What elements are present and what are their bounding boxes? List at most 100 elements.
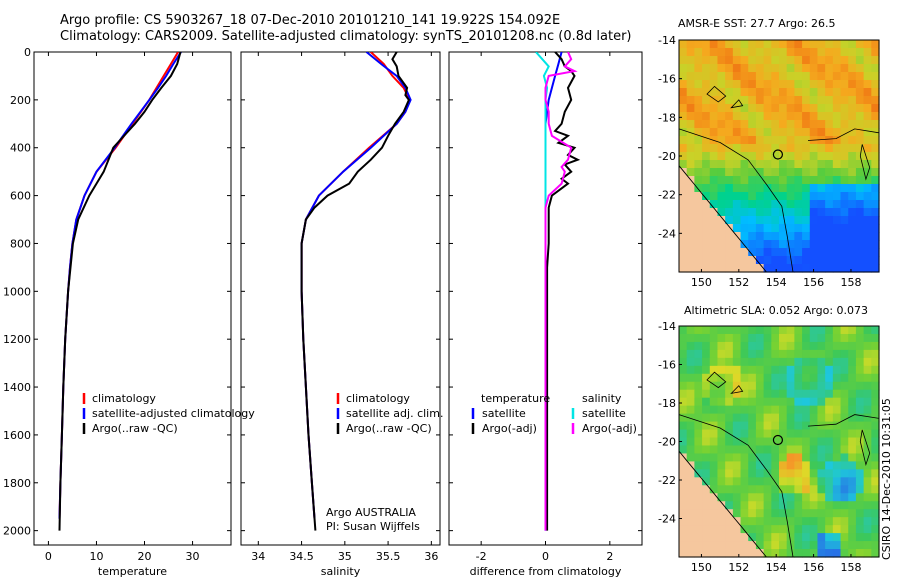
sst-heatmap-cell bbox=[802, 192, 811, 201]
sla-heatmap-cell bbox=[740, 397, 749, 407]
sst-heatmap-cell bbox=[732, 208, 742, 217]
sst-heatmap-cell bbox=[840, 128, 849, 137]
sst-heatmap-cell bbox=[832, 240, 842, 249]
sst-heatmap-cell bbox=[779, 200, 788, 209]
sst-heatmap-cell bbox=[863, 96, 872, 105]
sla-heatmap-cell bbox=[840, 445, 849, 455]
sst-heatmap-cell bbox=[725, 96, 734, 105]
sla-heatmap-cell bbox=[794, 533, 803, 542]
sst-heatmap-cell bbox=[786, 64, 795, 73]
sla-heatmap-cell bbox=[709, 461, 719, 470]
sst-heatmap-cell bbox=[817, 80, 826, 89]
sla-heatmap-cell bbox=[679, 469, 688, 478]
sla-heatmap-cell bbox=[763, 429, 772, 439]
sst-heatmap-cell bbox=[825, 72, 834, 81]
diff-xtick-label: -2 bbox=[476, 550, 487, 563]
sst-heatmap-cell bbox=[755, 128, 765, 137]
sst-heatmap-cell bbox=[809, 216, 819, 225]
sst-isobath bbox=[678, 128, 794, 273]
sla-heatmap-cell bbox=[686, 501, 695, 510]
sla-heatmap-cell bbox=[802, 357, 811, 367]
sst-heatmap-cell bbox=[779, 256, 788, 265]
sst-heatmap-cell bbox=[802, 48, 811, 57]
sst-heatmap-cell bbox=[825, 248, 834, 257]
sla-heatmap-cell bbox=[679, 413, 688, 423]
sst-heatmap-cell bbox=[871, 104, 880, 113]
sla-heatmap-cell bbox=[686, 405, 695, 415]
depth-tick-label: 800 bbox=[10, 237, 31, 250]
sst-heatmap-cell bbox=[725, 240, 734, 249]
sst-heatmap-cell bbox=[832, 112, 842, 121]
sla-heatmap-cell bbox=[725, 333, 734, 343]
sal-legend-label: climatology bbox=[346, 392, 410, 405]
sst-heatmap-cell bbox=[702, 104, 711, 113]
sla-heatmap-cell bbox=[848, 397, 857, 407]
sst-heatmap-cell bbox=[779, 56, 788, 65]
sst-heatmap-cell bbox=[771, 176, 780, 185]
sla-heatmap-cell bbox=[802, 549, 811, 558]
sst-heatmap-cell bbox=[702, 64, 711, 73]
sst-heatmap-cell bbox=[786, 160, 795, 169]
sla-heatmap-cell bbox=[717, 357, 726, 367]
sla-heatmap-cell bbox=[794, 485, 803, 494]
sla-heatmap-cell bbox=[802, 533, 811, 542]
sla-heatmap-cell bbox=[679, 501, 688, 510]
sst-heatmap-cell bbox=[871, 256, 880, 265]
sla-heatmap-cell bbox=[717, 485, 726, 494]
sla-heatmap-cell bbox=[802, 477, 811, 486]
sla-heatmap-cell bbox=[732, 525, 742, 534]
sla-heatmap-cell bbox=[817, 445, 826, 455]
sla-heatmap-cell bbox=[702, 357, 711, 367]
sla-heatmap-cell bbox=[717, 533, 726, 542]
sst-heatmap-cell bbox=[763, 232, 772, 241]
sst-heatmap-cell bbox=[694, 120, 703, 129]
sst-heatmap-cell bbox=[717, 128, 726, 137]
sst-island-outline bbox=[859, 144, 871, 181]
sst-heatmap-cell bbox=[863, 120, 872, 129]
sla-heatmap-cell bbox=[779, 333, 788, 343]
sla-heatmap-cell bbox=[748, 429, 757, 439]
sla-heatmap-cell bbox=[786, 373, 795, 383]
sst-heatmap-cell bbox=[817, 264, 826, 273]
sla-heatmap-cell bbox=[809, 533, 819, 542]
sst-heatmap-cell bbox=[694, 112, 703, 121]
sla-heatmap-cell bbox=[763, 397, 772, 407]
sla-heatmap-cell bbox=[832, 421, 842, 431]
sla-heatmap-cell bbox=[732, 341, 742, 351]
sst-heatmap-cell bbox=[809, 64, 819, 73]
sla-heatmap-cell bbox=[771, 341, 780, 351]
sst-heatmap-cell bbox=[825, 48, 834, 57]
sst-heatmap-cell bbox=[679, 112, 688, 121]
sst-heatmap-cell bbox=[779, 184, 788, 193]
sla-heatmap-cell bbox=[686, 549, 695, 558]
sla-heatmap-cell bbox=[717, 405, 726, 415]
sla-heatmap-cell bbox=[855, 453, 865, 463]
sla-heatmap-cell bbox=[802, 541, 811, 550]
sst-heatmap-cell bbox=[832, 264, 842, 273]
sla-heatmap-cell bbox=[809, 397, 819, 407]
sla-heatmap-cell bbox=[702, 501, 711, 510]
sla-heatmap-cell bbox=[763, 437, 772, 447]
sla-heatmap-cell bbox=[786, 397, 795, 407]
sla-heatmap-cell bbox=[748, 405, 757, 415]
sla-heatmap-cell bbox=[763, 549, 772, 558]
sla-heatmap-cell bbox=[732, 477, 742, 486]
depth-tick-label: 1600 bbox=[3, 429, 31, 442]
sla-heatmap-cell bbox=[832, 349, 842, 359]
sla-heatmap-cell bbox=[779, 549, 788, 558]
sla-heatmap-cell bbox=[863, 413, 872, 423]
sst-heatmap-cell bbox=[763, 160, 772, 169]
sla-heatmap-cell bbox=[794, 541, 803, 550]
sla-heatmap-cell bbox=[832, 485, 842, 494]
sst-heatmap-cell bbox=[832, 232, 842, 241]
sla-heatmap-cell bbox=[679, 333, 688, 343]
sla-heatmap-cell bbox=[840, 533, 849, 542]
sst-heatmap-cell bbox=[748, 112, 757, 121]
sst-heatmap-cell bbox=[679, 56, 688, 65]
sst-heatmap-cell bbox=[825, 104, 834, 113]
sla-heatmap-cell bbox=[871, 541, 880, 550]
sst-heatmap-cell bbox=[825, 168, 834, 177]
sst-heatmap-cell bbox=[740, 72, 749, 81]
sst-heatmap-cell bbox=[848, 224, 857, 233]
sla-heatmap-cell bbox=[832, 389, 842, 399]
